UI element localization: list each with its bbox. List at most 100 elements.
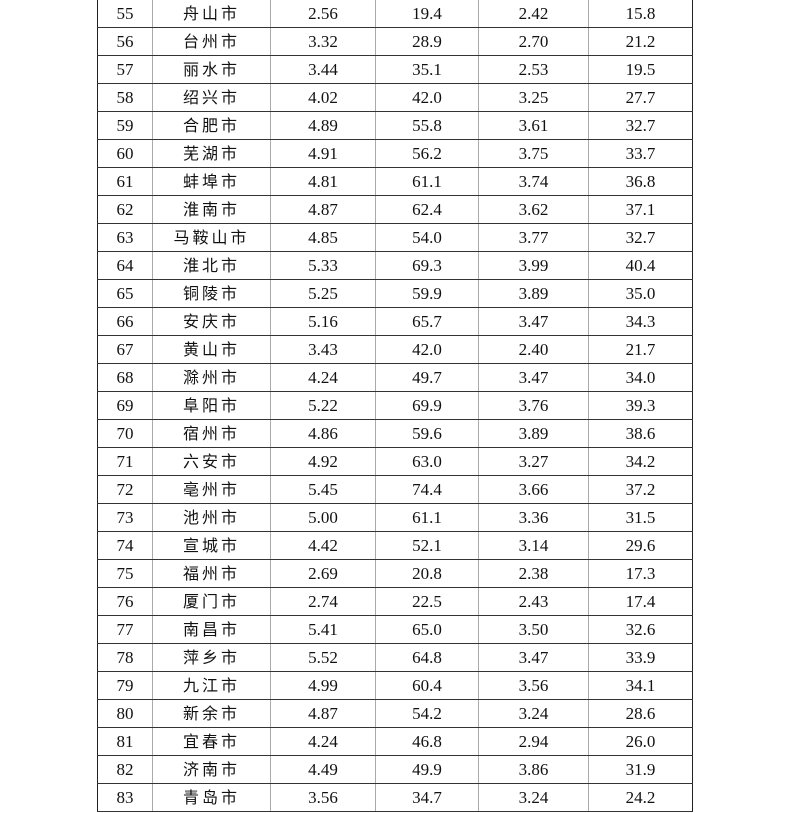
row-index: 57 xyxy=(97,55,153,84)
value-col-2: 42.0 xyxy=(375,335,479,364)
value-col-1: 4.02 xyxy=(270,83,376,112)
value-col-4: 33.7 xyxy=(588,139,693,168)
value-col-2: 49.7 xyxy=(375,363,479,392)
city-name: 台州市 xyxy=(152,27,271,56)
value-col-1: 4.91 xyxy=(270,139,376,168)
city-name: 淮北市 xyxy=(152,251,271,280)
value-col-3: 2.70 xyxy=(478,27,589,56)
city-name: 铜陵市 xyxy=(152,279,271,308)
value-col-4: 37.1 xyxy=(588,195,693,224)
value-col-2: 64.8 xyxy=(375,643,479,672)
value-col-1: 4.86 xyxy=(270,419,376,448)
value-col-1: 4.87 xyxy=(270,699,376,728)
city-name: 青岛市 xyxy=(152,783,271,812)
table-row: 72 亳州市 5.45 74.4 3.66 37.2 xyxy=(97,475,693,504)
row-index: 82 xyxy=(97,755,153,784)
table-row: 67 黄山市 3.43 42.0 2.40 21.7 xyxy=(97,335,693,364)
value-col-4: 29.6 xyxy=(588,531,693,560)
city-name: 马鞍山市 xyxy=(152,223,271,252)
value-col-2: 52.1 xyxy=(375,531,479,560)
city-name: 淮南市 xyxy=(152,195,271,224)
table-row: 83 青岛市 3.56 34.7 3.24 24.2 xyxy=(97,783,693,812)
row-index: 77 xyxy=(97,615,153,644)
value-col-4: 31.5 xyxy=(588,503,693,532)
value-col-3: 2.40 xyxy=(478,335,589,364)
row-index: 59 xyxy=(97,111,153,140)
value-col-4: 37.2 xyxy=(588,475,693,504)
city-name: 池州市 xyxy=(152,503,271,532)
row-index: 64 xyxy=(97,251,153,280)
value-col-3: 3.36 xyxy=(478,503,589,532)
table-row: 61 蚌埠市 4.81 61.1 3.74 36.8 xyxy=(97,167,693,196)
value-col-1: 4.87 xyxy=(270,195,376,224)
value-col-4: 17.4 xyxy=(588,587,693,616)
value-col-2: 34.7 xyxy=(375,783,479,812)
value-col-3: 3.62 xyxy=(478,195,589,224)
value-col-2: 19.4 xyxy=(375,0,479,28)
row-index: 73 xyxy=(97,503,153,532)
city-name: 舟山市 xyxy=(152,0,271,28)
row-index: 65 xyxy=(97,279,153,308)
row-index: 56 xyxy=(97,27,153,56)
city-name: 福州市 xyxy=(152,559,271,588)
value-col-2: 28.9 xyxy=(375,27,479,56)
value-col-4: 40.4 xyxy=(588,251,693,280)
value-col-2: 20.8 xyxy=(375,559,479,588)
city-name: 亳州市 xyxy=(152,475,271,504)
value-col-2: 42.0 xyxy=(375,83,479,112)
value-col-1: 5.33 xyxy=(270,251,376,280)
value-col-2: 54.2 xyxy=(375,699,479,728)
row-index: 72 xyxy=(97,475,153,504)
city-name: 黄山市 xyxy=(152,335,271,364)
city-name: 九江市 xyxy=(152,671,271,700)
value-col-2: 22.5 xyxy=(375,587,479,616)
value-col-2: 46.8 xyxy=(375,727,479,756)
value-col-2: 63.0 xyxy=(375,447,479,476)
table-row: 68 滁州市 4.24 49.7 3.47 34.0 xyxy=(97,363,693,392)
city-name: 安庆市 xyxy=(152,307,271,336)
value-col-2: 54.0 xyxy=(375,223,479,252)
value-col-3: 3.77 xyxy=(478,223,589,252)
value-col-1: 4.99 xyxy=(270,671,376,700)
row-index: 76 xyxy=(97,587,153,616)
value-col-3: 3.47 xyxy=(478,643,589,672)
value-col-2: 69.9 xyxy=(375,391,479,420)
value-col-3: 3.24 xyxy=(478,783,589,812)
table-row: 79 九江市 4.99 60.4 3.56 34.1 xyxy=(97,671,693,700)
value-col-2: 62.4 xyxy=(375,195,479,224)
row-index: 67 xyxy=(97,335,153,364)
value-col-2: 56.2 xyxy=(375,139,479,168)
table-row: 66 安庆市 5.16 65.7 3.47 34.3 xyxy=(97,307,693,336)
value-col-3: 3.25 xyxy=(478,83,589,112)
city-name: 合肥市 xyxy=(152,111,271,140)
value-col-1: 4.81 xyxy=(270,167,376,196)
value-col-3: 3.47 xyxy=(478,363,589,392)
value-col-2: 61.1 xyxy=(375,167,479,196)
row-index: 83 xyxy=(97,783,153,812)
city-name: 宣城市 xyxy=(152,531,271,560)
value-col-1: 5.22 xyxy=(270,391,376,420)
value-col-2: 59.6 xyxy=(375,419,479,448)
table-row: 73 池州市 5.00 61.1 3.36 31.5 xyxy=(97,503,693,532)
row-index: 74 xyxy=(97,531,153,560)
table-row: 58 绍兴市 4.02 42.0 3.25 27.7 xyxy=(97,83,693,112)
value-col-4: 34.1 xyxy=(588,671,693,700)
value-col-4: 27.7 xyxy=(588,83,693,112)
value-col-2: 61.1 xyxy=(375,503,479,532)
city-name: 绍兴市 xyxy=(152,83,271,112)
row-index: 62 xyxy=(97,195,153,224)
value-col-3: 2.53 xyxy=(478,55,589,84)
city-name: 新余市 xyxy=(152,699,271,728)
table-row: 77 南昌市 5.41 65.0 3.50 32.6 xyxy=(97,615,693,644)
table-row: 76 厦门市 2.74 22.5 2.43 17.4 xyxy=(97,587,693,616)
value-col-1: 3.44 xyxy=(270,55,376,84)
value-col-4: 32.6 xyxy=(588,615,693,644)
city-data-table: 55 舟山市 2.56 19.4 2.42 15.8 56 台州市 3.32 28.9 2.70 21… xyxy=(97,0,693,812)
value-col-1: 5.25 xyxy=(270,279,376,308)
table-row: 60 芜湖市 4.91 56.2 3.75 33.7 xyxy=(97,139,693,168)
row-index: 70 xyxy=(97,419,153,448)
value-col-1: 4.89 xyxy=(270,111,376,140)
value-col-2: 74.4 xyxy=(375,475,479,504)
value-col-1: 5.41 xyxy=(270,615,376,644)
city-name: 萍乡市 xyxy=(152,643,271,672)
